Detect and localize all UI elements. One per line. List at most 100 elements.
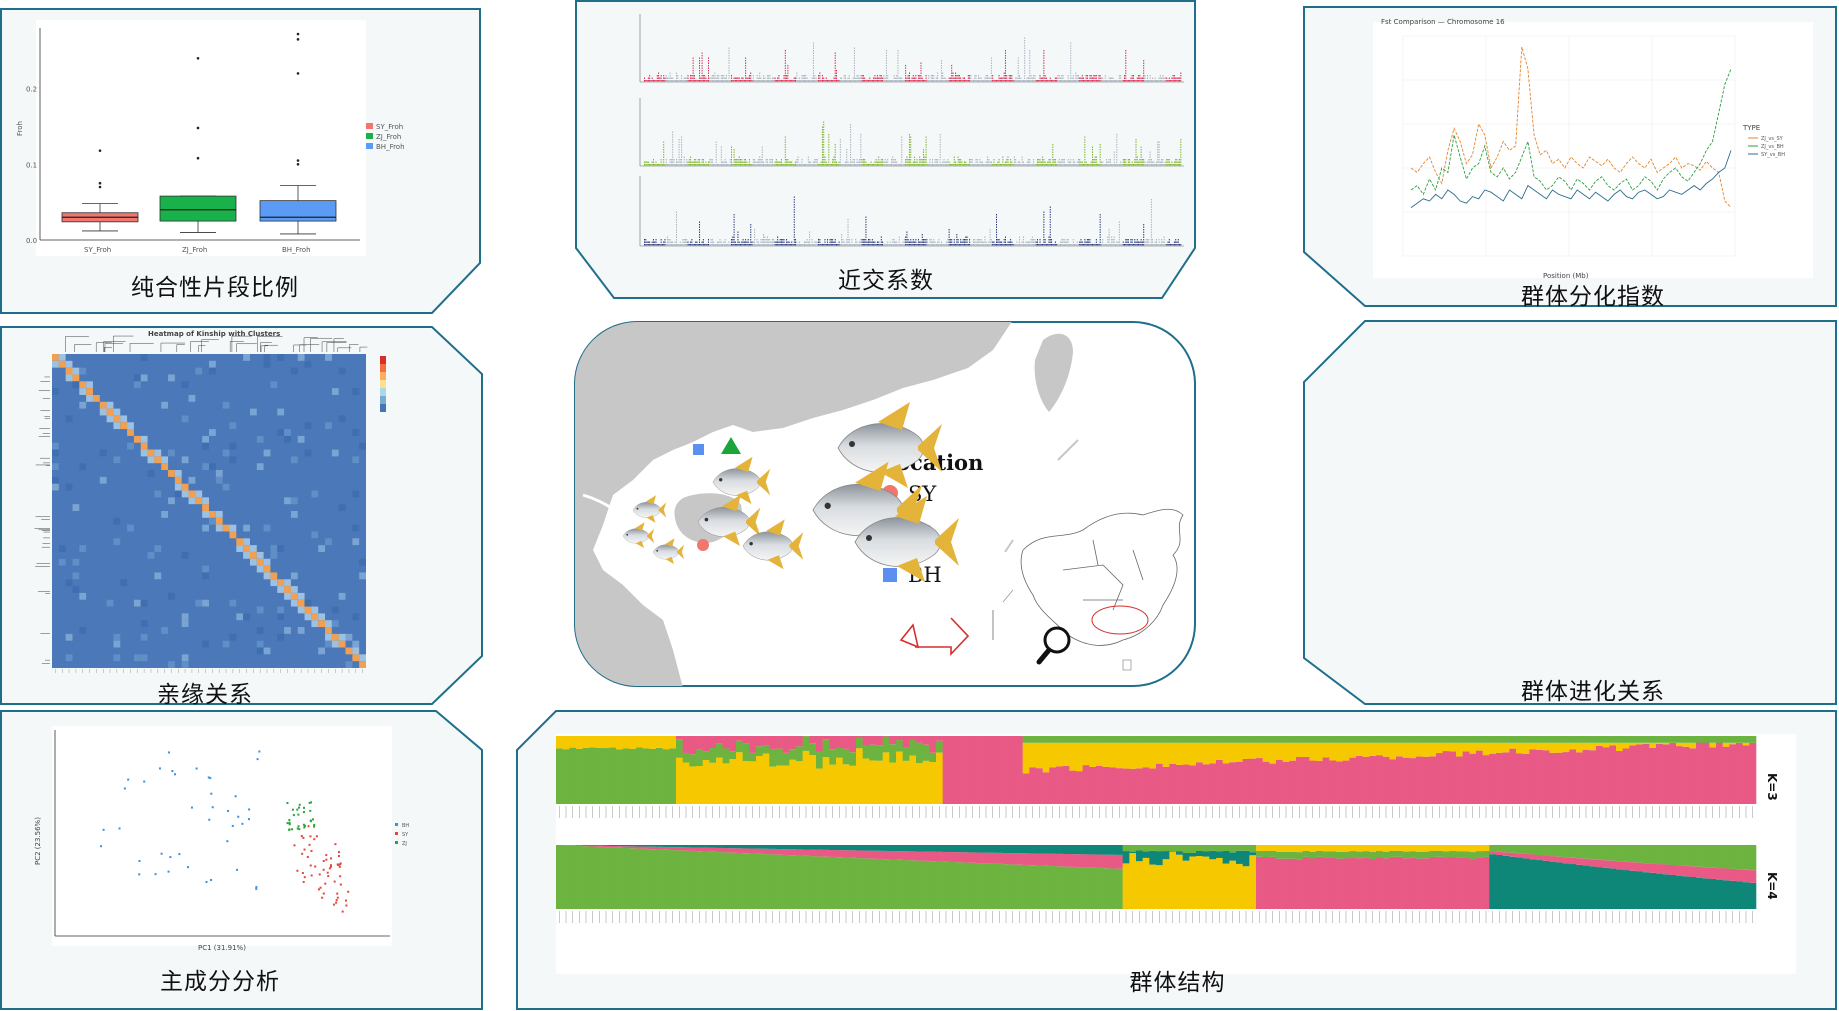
- manhattan-point: [804, 75, 805, 77]
- manhattan-point: [903, 244, 905, 246]
- kinship-cell: [154, 456, 162, 464]
- structure-bar-segment: [762, 736, 770, 746]
- manhattan-point: [791, 164, 793, 166]
- manhattan-point: [770, 164, 772, 166]
- manhattan-point: [967, 75, 969, 77]
- manhattan-point: [939, 134, 941, 136]
- manhattan-point: [1148, 239, 1150, 241]
- manhattan-point: [1042, 161, 1044, 163]
- structure-bar-segment: [1616, 736, 1623, 743]
- pca-point: [300, 835, 303, 838]
- manhattan-point: [702, 241, 704, 243]
- manhattan-point: [958, 244, 960, 246]
- kinship-frame: Heatmap of Kinship with Clusters: [0, 326, 483, 705]
- manhattan-point: [947, 80, 949, 82]
- manhattan-point: [1145, 239, 1147, 241]
- kinship-cell: [277, 408, 285, 416]
- manhattan-point: [914, 241, 916, 243]
- pca-point: [241, 822, 244, 825]
- manhattan-point: [955, 75, 957, 77]
- fish-tail: [757, 468, 771, 496]
- manhattan-point: [828, 141, 830, 143]
- manhattan-point: [1094, 244, 1096, 246]
- manhattan-point: [1120, 75, 1122, 77]
- structure-bar-segment: [556, 748, 563, 804]
- manhattan-point: [1103, 164, 1105, 166]
- kinship-cell: [222, 524, 230, 532]
- manhattan-point: [1122, 161, 1124, 163]
- pca-point: [303, 848, 306, 851]
- manhattan-point: [828, 159, 830, 161]
- manhattan-point: [1010, 239, 1012, 241]
- manhattan-point: [751, 241, 753, 243]
- froh-legend-key: [366, 133, 373, 139]
- structure-bar-segment: [1316, 736, 1323, 743]
- manhattan-point: [681, 144, 683, 146]
- kinship-cell: [188, 490, 196, 498]
- kinship-cell: [318, 620, 326, 628]
- manhattan-point: [1010, 80, 1012, 82]
- manhattan-point: [965, 164, 967, 166]
- manhattan-point: [957, 161, 959, 163]
- structure-bar-segment: [1069, 742, 1077, 771]
- manhattan-point: [659, 164, 661, 166]
- structure-bar-segment: [622, 846, 630, 848]
- manhattan-point: [985, 164, 987, 166]
- structure-bar-segment: [1716, 741, 1723, 804]
- manhattan-point: [1125, 67, 1127, 69]
- kinship-cell: [52, 388, 59, 395]
- structure-bar-segment: [809, 845, 817, 850]
- pca-point: [303, 826, 306, 829]
- manhattan-point: [787, 80, 789, 82]
- manhattan-point: [716, 80, 718, 82]
- structure-bar-segment: [902, 760, 910, 804]
- manhattan-point: [905, 241, 907, 243]
- kinship-cell: [79, 381, 87, 389]
- manhattan-point: [894, 164, 896, 166]
- manhattan-point: [837, 244, 839, 246]
- manhattan-point: [1118, 226, 1120, 228]
- manhattan-point: [1120, 77, 1122, 79]
- manhattan-point: [1011, 164, 1013, 166]
- manhattan-point: [757, 80, 759, 82]
- manhattan-point: [958, 159, 960, 161]
- structure-bar-segment: [1582, 749, 1590, 804]
- manhattan-point: [1113, 154, 1115, 156]
- manhattan-point: [1028, 244, 1029, 246]
- structure-bar-segment: [776, 849, 783, 855]
- manhattan-point: [687, 80, 689, 82]
- manhattan-point: [1162, 164, 1164, 166]
- manhattan-point: [738, 241, 740, 243]
- structure-bar-segment: [722, 748, 730, 764]
- manhattan-point: [1141, 244, 1143, 246]
- structure-bar-segment: [1229, 742, 1237, 763]
- structure-bar-segment: [1749, 736, 1757, 743]
- pca-point: [234, 795, 237, 798]
- manhattan-point: [917, 75, 919, 77]
- manhattan-point: [1040, 77, 1042, 79]
- manhattan-point: [702, 159, 704, 161]
- pca-point: [127, 778, 130, 781]
- manhattan-point: [1083, 77, 1085, 79]
- kinship-cell: [106, 401, 114, 409]
- manhattan-point: [1061, 244, 1063, 246]
- manhattan-point: [1061, 75, 1063, 77]
- manhattan-point: [1007, 156, 1009, 158]
- manhattan-point: [925, 144, 927, 146]
- manhattan-point: [892, 241, 894, 243]
- manhattan-point: [710, 77, 712, 79]
- structure-bar-segment: [1182, 742, 1190, 765]
- manhattan-point: [926, 241, 928, 243]
- manhattan-point: [898, 164, 900, 166]
- manhattan-point: [920, 241, 922, 243]
- manhattan-point: [792, 164, 794, 166]
- kinship-cell: [127, 442, 134, 450]
- phylo-panel: 群体进化关系: [1303, 320, 1839, 706]
- pca-point: [301, 852, 304, 855]
- manhattan-point: [857, 244, 859, 246]
- fst-legend-label: ZJ_vs_SY: [1761, 136, 1784, 142]
- manhattan-point: [944, 80, 946, 82]
- manhattan-point: [1052, 156, 1054, 158]
- manhattan-point: [1163, 80, 1165, 82]
